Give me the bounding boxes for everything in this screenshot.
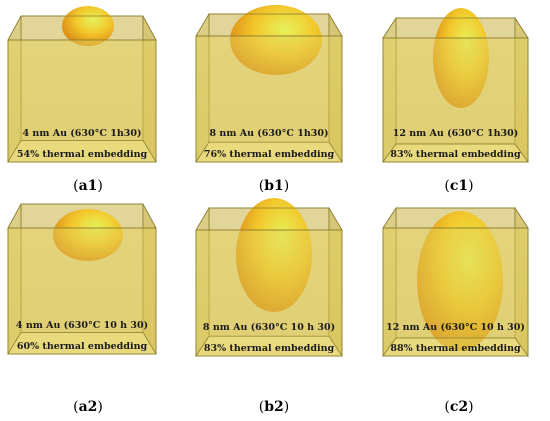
cube-bottom-face bbox=[382, 337, 529, 357]
cube-top-edge bbox=[7, 203, 157, 229]
deposition-label: 8 nm Au (630°C 10 h 30) bbox=[203, 322, 335, 333]
deposition-label: 12 nm Au (630°C 1h30) bbox=[393, 128, 519, 139]
cube-top-edge bbox=[382, 17, 529, 39]
panel-caption: (b1) bbox=[259, 178, 289, 194]
embedding-label: 76% thermal embedding bbox=[204, 149, 335, 160]
cube-bottom-face bbox=[7, 332, 157, 355]
cube-top-edge bbox=[382, 207, 529, 229]
panel-b1: 8 nm Au (630°C 1h30) 76% thermal embeddin… bbox=[195, 5, 343, 194]
cube-bottom-face bbox=[7, 140, 157, 163]
cube-bottom-face bbox=[382, 143, 529, 163]
embedding-label: 88% thermal embedding bbox=[390, 343, 521, 354]
panel-a1: 4 nm Au (630°C 1h30) 54% thermal embeddin… bbox=[7, 6, 157, 194]
cube-bottom-face bbox=[195, 335, 343, 357]
cube-top-edge bbox=[195, 207, 343, 231]
embedding-label: 83% thermal embedding bbox=[204, 343, 335, 354]
panel-c1: 12 nm Au (630°C 1h30) 83% thermal embeddi… bbox=[382, 8, 529, 194]
cube-top-edge bbox=[195, 13, 343, 37]
embedding-label: 60% thermal embedding bbox=[17, 341, 148, 352]
panel-caption: (a2) bbox=[73, 399, 103, 415]
cube-bottom-face bbox=[195, 141, 343, 163]
panel-caption: (c2) bbox=[444, 399, 473, 415]
cube-top-edge bbox=[7, 15, 157, 41]
deposition-label: 8 nm Au (630°C 1h30) bbox=[210, 128, 329, 139]
embedding-label: 83% thermal embedding bbox=[390, 149, 521, 160]
deposition-label: 4 nm Au (630°C 1h30) bbox=[23, 128, 142, 139]
panel-a2: 4 nm Au (630°C 10 h 30) 60% thermal embed… bbox=[7, 203, 157, 415]
panel-caption: (c1) bbox=[444, 178, 473, 194]
embedding-label: 54% thermal embedding bbox=[17, 149, 148, 160]
deposition-label: 4 nm Au (630°C 10 h 30) bbox=[16, 320, 148, 331]
panel-c2: 12 nm Au (630°C 10 h 30) 88% thermal embe… bbox=[382, 206, 529, 415]
deposition-label: 12 nm Au (630°C 10 h 30) bbox=[386, 322, 525, 333]
cube-front-face bbox=[382, 227, 529, 357]
panel-caption: (b2) bbox=[259, 399, 289, 415]
cube-front-face bbox=[382, 37, 529, 163]
panel-b2: 8 nm Au (630°C 10 h 30) 83% thermal embed… bbox=[195, 198, 343, 415]
panel-caption: (a1) bbox=[73, 178, 103, 194]
